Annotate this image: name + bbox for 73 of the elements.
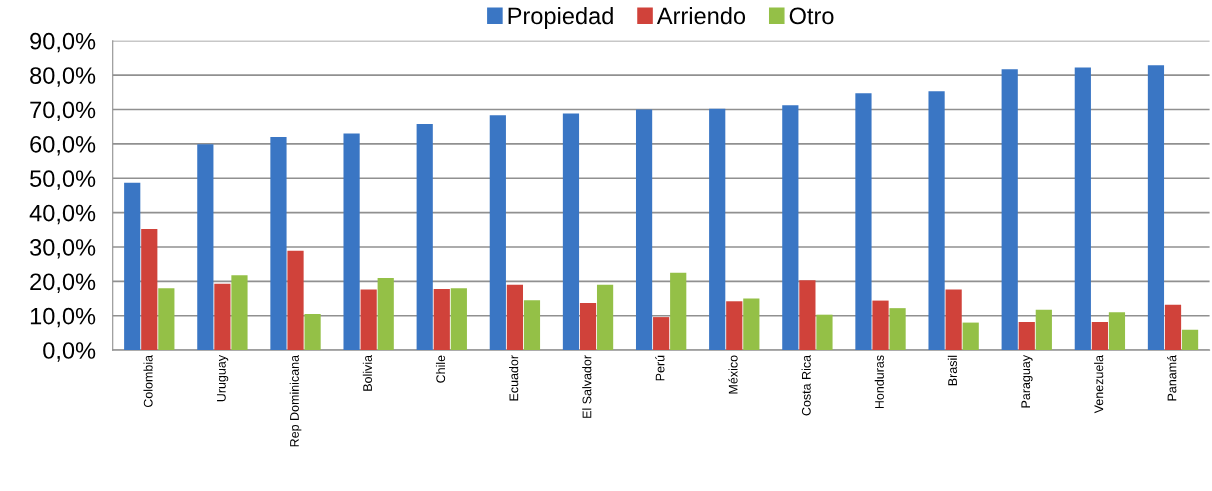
bar bbox=[506, 284, 523, 351]
bar bbox=[799, 280, 816, 351]
bar bbox=[945, 289, 962, 351]
bar bbox=[360, 289, 377, 351]
bar bbox=[653, 317, 670, 351]
y-tick-label: 30,0% bbox=[30, 239, 96, 259]
bar bbox=[270, 136, 287, 351]
bar bbox=[726, 301, 743, 351]
x-tick-label: Venezuela bbox=[1094, 354, 1104, 414]
x-tick-label: Perú bbox=[655, 355, 665, 381]
bar bbox=[562, 113, 580, 351]
bar bbox=[743, 298, 760, 351]
y-tick-label: 20,0% bbox=[30, 273, 96, 293]
bar bbox=[489, 115, 506, 351]
x-tick-label: Panamá bbox=[1167, 354, 1177, 401]
x-tick-label: Brasil bbox=[947, 355, 957, 386]
legend-label: Arriendo bbox=[656, 6, 746, 25]
bar bbox=[670, 272, 687, 351]
bar bbox=[214, 283, 231, 351]
bar bbox=[579, 303, 597, 351]
bar bbox=[709, 108, 726, 351]
bar bbox=[928, 91, 945, 351]
bar bbox=[1091, 321, 1108, 351]
bar bbox=[1074, 67, 1091, 351]
y-tick-label: 0,0% bbox=[43, 342, 96, 362]
y-tick-label: 60,0% bbox=[30, 135, 96, 156]
x-tick-label: Honduras bbox=[874, 355, 884, 409]
bar bbox=[1001, 69, 1018, 351]
bar bbox=[962, 322, 979, 351]
bar bbox=[287, 250, 304, 351]
bar bbox=[124, 182, 141, 351]
bar bbox=[855, 93, 872, 351]
x-tick-label: El Salvador bbox=[582, 355, 592, 418]
y-tick-label: 40,0% bbox=[29, 204, 96, 225]
bar bbox=[596, 284, 614, 351]
bar bbox=[782, 105, 799, 351]
bar bbox=[1147, 65, 1165, 351]
x-tick-label: Bolivia bbox=[362, 354, 373, 391]
bar bbox=[1018, 321, 1035, 351]
bar bbox=[872, 300, 889, 351]
bar bbox=[889, 308, 906, 351]
legend-label: Otro bbox=[789, 7, 834, 25]
bar bbox=[450, 288, 467, 351]
bar bbox=[433, 288, 450, 351]
x-tick-label: Uruguay bbox=[217, 354, 229, 402]
bar bbox=[141, 229, 158, 351]
y-tick-label: 90,0% bbox=[30, 32, 96, 53]
bar bbox=[377, 277, 394, 351]
x-tick-label: Paraguay bbox=[1021, 354, 1033, 408]
x-tick-label: Chile bbox=[435, 355, 446, 383]
x-tick-label: Colombia bbox=[143, 354, 153, 408]
y-tick-label: 10,0% bbox=[30, 307, 96, 328]
bar bbox=[1181, 329, 1199, 351]
bar bbox=[416, 123, 433, 351]
x-tick-label: Rep Dominicana bbox=[289, 354, 302, 447]
bar bbox=[1108, 312, 1126, 351]
bar bbox=[343, 133, 360, 351]
x-tick-label: Ecuador bbox=[509, 355, 519, 401]
x-tick-label: México bbox=[728, 355, 738, 394]
x-tick-label: Costa Rica bbox=[801, 354, 811, 416]
bar bbox=[304, 313, 321, 351]
bar bbox=[635, 109, 653, 351]
bar bbox=[816, 314, 833, 351]
y-tick-label: 80,0% bbox=[30, 67, 96, 87]
bar bbox=[1164, 304, 1182, 351]
bar bbox=[197, 144, 214, 351]
y-tick-label: 50,0% bbox=[30, 170, 96, 190]
bar bbox=[158, 288, 175, 351]
legend-label: Propiedad bbox=[508, 6, 613, 29]
bar bbox=[231, 275, 248, 351]
y-tick-label: 70,0% bbox=[30, 101, 96, 122]
bar bbox=[1035, 309, 1052, 351]
bar bbox=[523, 300, 541, 351]
